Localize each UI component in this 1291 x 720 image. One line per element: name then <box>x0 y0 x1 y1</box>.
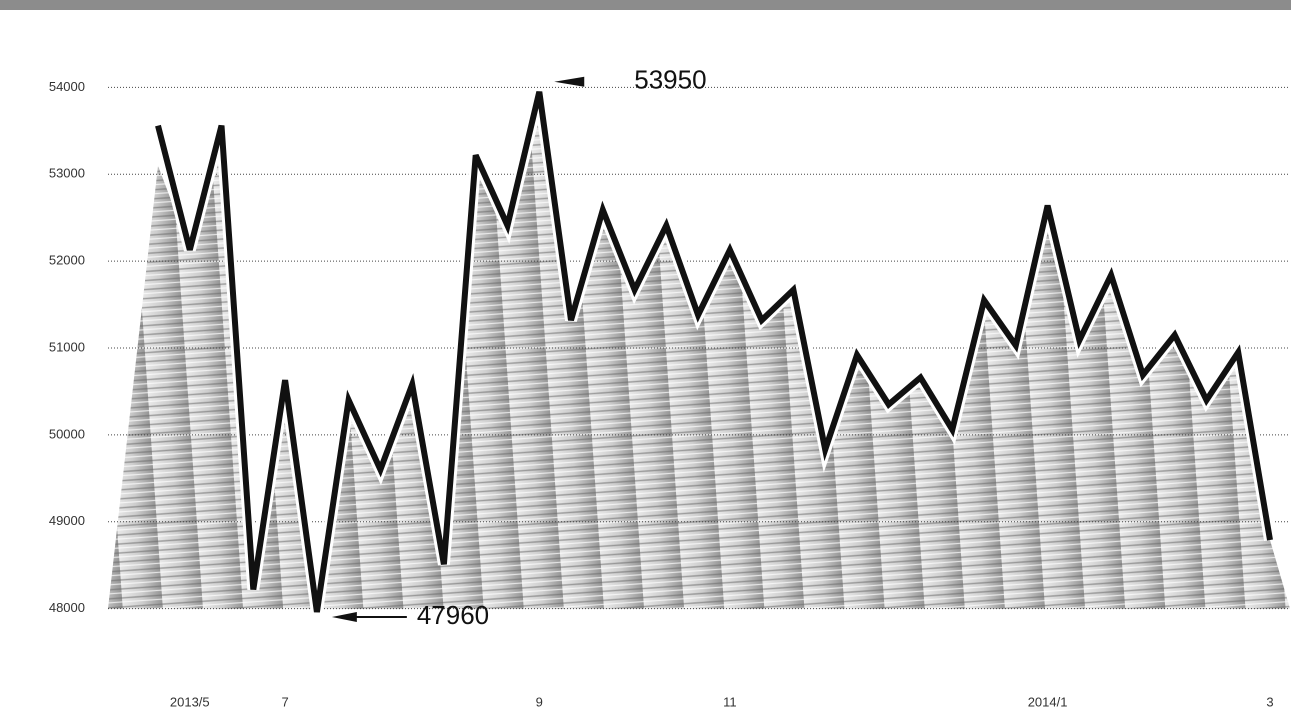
annotation-arrow <box>332 612 357 622</box>
annotation: 47960 <box>417 600 489 630</box>
chart: 48000 49000 50000 51000 52000 53000 54000 53950… <box>0 0 1291 720</box>
x-tick-label: 2014/1 <box>1028 694 1068 709</box>
annotation: 53950 <box>634 65 706 95</box>
x-tick-label: 3 <box>1266 694 1273 709</box>
annotation-arrow <box>554 77 584 87</box>
x-tick-label: 7 <box>281 694 288 709</box>
y-tick-label: 53000 <box>49 166 85 181</box>
page: 48000 49000 50000 51000 52000 53000 54000 53950… <box>0 0 1291 720</box>
x-tick-label: 11 <box>723 694 737 709</box>
y-tick-label: 50000 <box>49 426 85 441</box>
y-tick-label: 49000 <box>49 513 85 528</box>
y-tick-label: 51000 <box>49 339 85 354</box>
photo-area <box>108 92 1290 612</box>
y-tick-label: 54000 <box>49 79 85 94</box>
y-tick-label: 48000 <box>49 600 85 615</box>
y-tick-label: 52000 <box>49 253 85 268</box>
x-tick-label: 2013/5 <box>170 694 210 709</box>
top-bar <box>0 0 1291 10</box>
x-tick-label: 9 <box>536 694 543 709</box>
